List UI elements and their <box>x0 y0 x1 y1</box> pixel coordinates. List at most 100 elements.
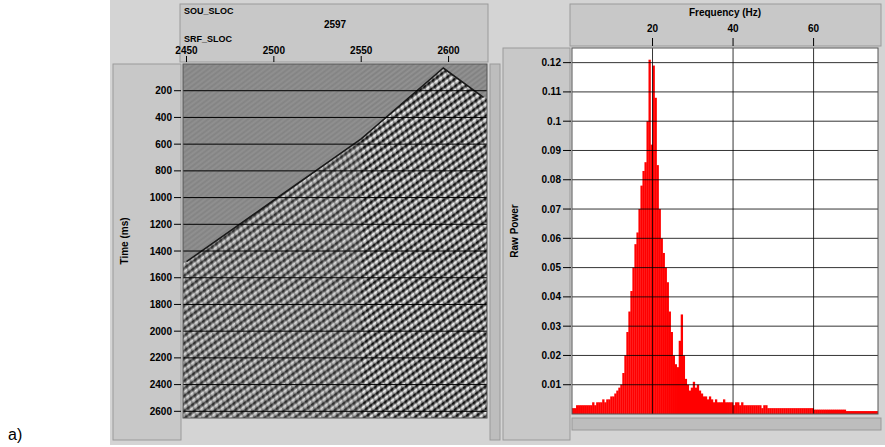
bar <box>783 408 785 414</box>
figure: a)SOU_SLOC2597SRF_SLOC245025002550260020… <box>0 0 885 447</box>
gui-background <box>110 0 885 445</box>
bar <box>828 410 830 414</box>
y-tick-label: 1600 <box>150 272 173 283</box>
axis-box <box>503 48 570 440</box>
bar <box>721 402 723 414</box>
bar <box>699 391 701 414</box>
panel-label: a) <box>8 426 22 443</box>
y-tick-label: 0.03 <box>542 321 562 332</box>
grid-line <box>183 170 487 171</box>
bar <box>791 408 793 414</box>
first-arrival <box>186 68 483 262</box>
seismic-plot <box>183 64 487 418</box>
bar <box>596 402 598 414</box>
bar <box>574 408 576 414</box>
header-label: SOU_SLOC <box>184 6 234 16</box>
bar <box>659 209 661 414</box>
plot-frame <box>183 64 487 418</box>
grid-line <box>183 277 487 278</box>
bar <box>582 405 584 414</box>
bar <box>608 399 610 414</box>
bar <box>610 396 612 414</box>
y-tick-label: 800 <box>155 165 172 176</box>
y-tick-label: 0.06 <box>542 233 562 244</box>
bar <box>793 408 795 414</box>
grid-line <box>183 384 487 385</box>
bar <box>697 385 699 414</box>
bar <box>751 405 753 414</box>
bar <box>806 408 808 414</box>
bar <box>739 405 741 414</box>
bar <box>657 165 659 414</box>
y-tick <box>563 326 571 327</box>
bar <box>620 385 622 414</box>
y-tick-label: 0.1 <box>547 116 561 127</box>
grid-line <box>572 209 878 210</box>
bar <box>618 388 620 414</box>
bar <box>634 244 636 414</box>
bar <box>743 405 745 414</box>
x-tick <box>733 38 734 46</box>
bar <box>753 405 755 414</box>
bar <box>717 402 719 414</box>
bar <box>808 408 810 414</box>
bar <box>713 402 715 414</box>
grid-line <box>572 179 878 180</box>
bar <box>614 394 616 414</box>
y-tick-label: 1200 <box>150 219 173 230</box>
y-tick <box>563 296 571 297</box>
axis-box <box>113 64 181 440</box>
bar <box>612 396 614 414</box>
bar <box>818 410 820 414</box>
y-tick <box>174 357 181 358</box>
bar <box>729 402 731 414</box>
bar <box>836 410 838 414</box>
bar <box>719 402 721 414</box>
bar <box>687 385 689 414</box>
bar <box>745 405 747 414</box>
y-tick <box>174 117 181 118</box>
bar <box>795 408 797 414</box>
grid-line <box>183 117 487 118</box>
bar <box>598 402 600 414</box>
bars <box>572 48 878 414</box>
bar <box>604 402 606 414</box>
bar <box>667 282 669 414</box>
bar <box>840 410 842 414</box>
bar <box>747 405 749 414</box>
bar <box>759 405 761 414</box>
x-tick-label: 2500 <box>263 45 286 56</box>
bar <box>600 402 602 414</box>
grid-line <box>572 150 878 151</box>
y-tick <box>563 384 571 385</box>
x-tick-label: 40 <box>727 23 739 34</box>
y-tick-label: 0.04 <box>542 291 562 302</box>
bar <box>681 314 683 414</box>
grid-line <box>572 91 878 92</box>
bar <box>799 408 801 414</box>
bar <box>771 408 773 414</box>
x-tick <box>361 56 362 62</box>
y-tick <box>174 411 181 412</box>
bar <box>773 408 775 414</box>
bar <box>761 408 763 414</box>
x-tick <box>448 56 449 62</box>
y-tick-label: 0.07 <box>542 204 562 215</box>
y-tick-label: 0.12 <box>542 57 562 68</box>
grid-line <box>183 251 487 252</box>
bar <box>767 408 769 414</box>
bar <box>588 405 590 414</box>
grid-line <box>813 48 814 414</box>
y-tick <box>174 224 181 225</box>
bar <box>832 410 834 414</box>
bar <box>705 396 707 414</box>
bar <box>578 405 580 414</box>
bar <box>695 388 697 414</box>
y-tick <box>174 144 181 145</box>
bar <box>669 312 671 414</box>
y-tick-label: 0.02 <box>542 350 562 361</box>
bar <box>630 291 632 414</box>
background-noise <box>183 64 487 418</box>
y-tick <box>174 384 181 385</box>
scrollbar <box>572 418 881 430</box>
